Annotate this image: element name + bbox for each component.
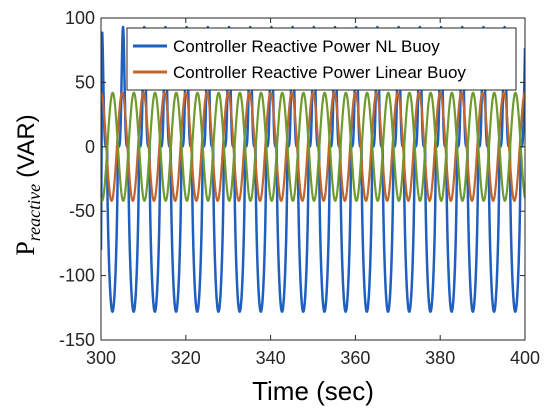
y-axis-label-unit: (VAR) bbox=[13, 114, 40, 178]
x-tick-label: 320 bbox=[171, 348, 201, 368]
x-tick-label: 360 bbox=[340, 348, 370, 368]
y-tick-label: -100 bbox=[59, 266, 95, 286]
y-axis: -150 -100 -50 0 50 100 bbox=[59, 8, 525, 350]
plot-area-frame bbox=[100, 17, 526, 341]
y-axis-label-sub: reactive bbox=[24, 184, 44, 241]
legend-box bbox=[126, 27, 517, 91]
y-tick-label: 50 bbox=[75, 72, 95, 92]
y-tick-label: -150 bbox=[59, 330, 95, 350]
x-tick-label: 380 bbox=[425, 348, 455, 368]
x-tick-label: 340 bbox=[256, 348, 286, 368]
legend-label-nl: Controller Reactive Power NL Buoy bbox=[173, 37, 440, 56]
y-tick-label: 0 bbox=[85, 137, 95, 157]
y-tick-label: -50 bbox=[69, 201, 95, 221]
y-axis-label-main: P bbox=[11, 241, 40, 255]
x-tick-label: 400 bbox=[510, 348, 540, 368]
x-axis: 300 320 340 360 380 400 bbox=[86, 18, 540, 368]
series-linear-buoy-line bbox=[101, 91, 525, 202]
legend-label-linear: Controller Reactive Power Linear Buoy bbox=[173, 63, 466, 82]
series-linear-secondary-line bbox=[101, 91, 525, 202]
legend: Controller Reactive Power NL Buoy Contro… bbox=[126, 27, 517, 91]
svg-text:Preactive(VAR): Preactive (VAR) bbox=[11, 114, 44, 255]
y-tick-label: 100 bbox=[65, 8, 95, 28]
x-axis-label: Time (sec) bbox=[252, 376, 374, 406]
x-tick-label: 300 bbox=[86, 348, 116, 368]
y-axis-label: Preactive (VAR) bbox=[11, 114, 44, 255]
